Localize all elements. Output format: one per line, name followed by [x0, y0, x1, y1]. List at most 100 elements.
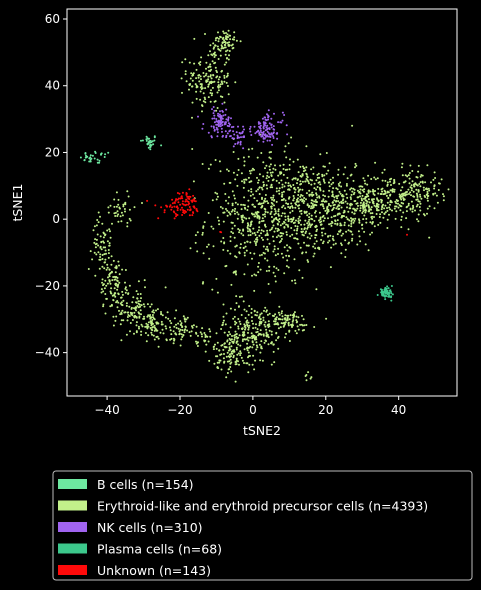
data-point — [258, 226, 261, 229]
data-point — [179, 328, 182, 331]
data-point — [274, 275, 277, 278]
data-point — [313, 200, 316, 203]
data-point — [255, 274, 258, 277]
data-point — [180, 322, 183, 325]
data-point — [214, 343, 216, 346]
data-point — [213, 109, 216, 112]
data-point — [277, 210, 280, 213]
data-point — [280, 312, 283, 315]
data-point — [315, 204, 318, 207]
data-point — [238, 136, 241, 139]
data-point — [242, 229, 245, 232]
data-point — [331, 191, 334, 194]
data-point — [338, 201, 341, 204]
data-point — [243, 196, 246, 199]
data-point — [288, 168, 291, 171]
data-point — [215, 347, 218, 350]
data-point — [260, 340, 263, 343]
data-point — [289, 158, 291, 161]
data-point — [322, 205, 325, 208]
data-point — [152, 322, 154, 325]
data-point — [259, 329, 262, 332]
data-point — [386, 285, 389, 288]
data-point — [314, 247, 317, 250]
data-point — [371, 215, 374, 218]
data-point — [314, 210, 317, 213]
data-point — [387, 196, 390, 199]
data-point — [243, 254, 246, 257]
data-point — [216, 36, 219, 39]
data-point — [219, 85, 222, 88]
data-point — [124, 287, 127, 290]
data-point — [340, 252, 343, 255]
data-point — [380, 198, 382, 201]
data-point — [149, 139, 152, 142]
data-point — [299, 165, 302, 168]
data-point — [405, 193, 407, 196]
data-point — [220, 119, 223, 122]
data-point — [221, 82, 224, 85]
data-point — [249, 234, 252, 236]
data-point — [88, 160, 91, 163]
data-point — [262, 125, 265, 128]
data-point — [279, 235, 282, 238]
data-point — [340, 224, 343, 227]
data-point — [111, 222, 113, 225]
data-point — [246, 325, 249, 327]
data-point — [323, 165, 326, 168]
data-point — [243, 325, 246, 328]
data-point — [343, 215, 345, 218]
data-point — [144, 332, 147, 334]
data-point — [192, 205, 195, 208]
data-point — [286, 259, 289, 262]
data-point — [347, 229, 350, 232]
data-point — [297, 316, 300, 319]
data-point — [254, 211, 257, 214]
data-point — [315, 188, 318, 191]
data-point — [226, 72, 229, 75]
data-point — [337, 208, 340, 211]
data-point — [224, 323, 227, 326]
data-point — [249, 225, 252, 228]
data-point — [331, 201, 334, 204]
data-point — [118, 207, 121, 210]
data-point — [106, 263, 109, 266]
data-point — [301, 194, 304, 197]
data-point — [394, 217, 397, 220]
data-point — [140, 304, 143, 307]
data-point — [193, 37, 196, 40]
data-point — [108, 268, 111, 271]
data-point — [223, 74, 226, 77]
data-point — [418, 200, 421, 203]
data-point — [332, 176, 334, 179]
data-point — [399, 209, 402, 212]
data-point — [361, 212, 364, 214]
data-point — [340, 242, 342, 245]
data-point — [235, 348, 238, 351]
data-point — [218, 113, 221, 116]
data-point — [407, 202, 410, 205]
data-point — [174, 199, 177, 202]
data-point — [278, 192, 281, 195]
data-point — [277, 247, 280, 250]
data-point — [268, 122, 271, 125]
data-point — [345, 183, 348, 185]
data-point — [217, 85, 219, 88]
data-point — [305, 379, 308, 382]
data-point — [169, 329, 172, 332]
data-point — [309, 377, 312, 380]
data-point — [216, 131, 219, 134]
data-point — [257, 271, 260, 274]
data-point — [348, 219, 351, 222]
data-point — [380, 291, 383, 294]
data-point — [319, 153, 322, 156]
data-point — [253, 252, 256, 255]
data-point — [113, 198, 116, 201]
data-point — [433, 207, 436, 210]
data-point — [295, 219, 297, 222]
y-tick-label: 20 — [45, 145, 60, 159]
data-point — [322, 227, 325, 230]
data-point — [99, 258, 102, 261]
data-point — [269, 139, 271, 142]
